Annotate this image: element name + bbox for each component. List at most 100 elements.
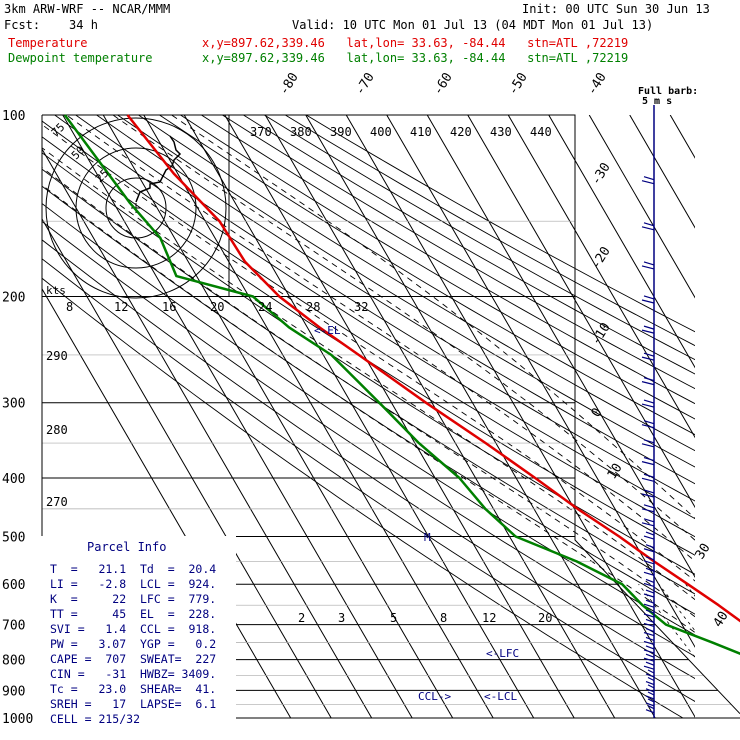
barb-legend-units: 5 m s	[642, 96, 672, 107]
wind-barb	[643, 653, 655, 662]
isotherm-label: 30	[693, 541, 714, 562]
lcl-marker: <-LCL	[484, 690, 517, 703]
wind-barb	[643, 567, 655, 576]
wind-barb	[643, 531, 655, 540]
isotherm-line	[629, 115, 695, 229]
pressure-label: 800	[2, 654, 25, 669]
hodograph-units-label: kts	[46, 284, 66, 297]
isotherm-line	[588, 115, 695, 299]
pressure-label: 600	[2, 578, 25, 593]
isotherm-line	[224, 115, 575, 718]
sounding-series	[63, 114, 740, 655]
isotherm-line	[669, 115, 695, 159]
wind-barb	[645, 676, 655, 686]
moist-adiabat-label: 28	[306, 300, 320, 314]
wind-barb	[641, 399, 655, 408]
moist-adiabat-label: 32	[354, 300, 368, 314]
isotherm-label: -40	[585, 70, 610, 98]
isotherm-line	[42, 148, 373, 718]
parcel-info-panel: Parcel Info T = 21.1 Td = 20.4 LI = -2.8…	[40, 536, 236, 732]
wind-barb	[643, 636, 655, 645]
forecast-hour: Fcst: 34 h	[4, 18, 98, 32]
wind-barbs	[641, 105, 655, 718]
mixing-ratio-label: 3	[338, 611, 345, 625]
theta-label: 400	[370, 125, 392, 139]
wind-barb	[643, 628, 655, 637]
isotherm-label: 40	[711, 609, 732, 630]
mixing-ratio-label: 12	[482, 611, 496, 625]
hodograph-ring	[45, 117, 227, 299]
isotherm-label: -10	[589, 320, 614, 348]
isotherm-line	[264, 115, 616, 718]
pressure-label: 400	[2, 472, 25, 487]
wind-barb	[641, 325, 655, 334]
wind-barb	[643, 599, 655, 608]
mixing-ratio-line	[658, 583, 695, 632]
hodograph-ring-label: 75	[49, 121, 68, 140]
isotherm-line	[102, 115, 454, 718]
wind-barb	[641, 489, 655, 498]
parcel-info-row: SVI = 1.4 CCL = 918.	[50, 622, 217, 636]
parcel-info-row: CELL = 215/32	[50, 712, 141, 726]
wind-barb	[643, 556, 655, 565]
parcel-info-row: CAPE = 707 SWEAT= 227	[50, 652, 217, 666]
melting-marker: M	[424, 531, 431, 544]
dry-adiabat	[201, 115, 695, 405]
mixing-ratio-line	[638, 583, 695, 659]
isotherm-line	[183, 115, 535, 718]
pressure-label: 700	[2, 619, 25, 634]
dry-adiabat	[159, 115, 695, 436]
theta-label: 380	[290, 125, 312, 139]
mixing-ratio-label: 5	[390, 611, 397, 625]
isotherm-label: -80	[277, 70, 302, 98]
wind-barb	[641, 352, 655, 361]
wind-barb	[645, 691, 655, 700]
lfc-marker: <-LFC	[486, 647, 519, 660]
wind-barb	[641, 420, 655, 429]
isotherm-line	[467, 115, 695, 509]
theta-label: 280	[46, 423, 68, 437]
isotherm-line	[345, 115, 695, 718]
pressure-label: 300	[2, 397, 25, 412]
moist-adiabat-label: 20	[210, 300, 224, 314]
hodograph	[45, 115, 230, 299]
dewpoint-location: x,y=897.62,339.46 lat,lon= 33.63, -84.44…	[202, 51, 629, 65]
pressure-label: 1000	[2, 712, 33, 727]
isotherm-line	[42, 217, 332, 718]
wind-barb	[641, 377, 655, 386]
wind-barb	[645, 669, 655, 678]
isotherm-line	[548, 115, 695, 369]
moist-adiabat-label: 24	[258, 300, 272, 314]
dry-adiabat	[180, 115, 695, 420]
wind-barb	[641, 222, 655, 231]
valid-time: Valid: 10 UTC Mon 01 Jul 13 (04 MDT Mon …	[292, 18, 654, 32]
wind-barb	[643, 609, 655, 618]
wind-barb	[643, 578, 655, 587]
parcel-info-row: CIN = -31 HWBZ= 3409.	[50, 667, 217, 681]
wind-barb	[643, 544, 655, 553]
moist-adiabat	[42, 124, 695, 582]
moist-adiabat-label: 16	[162, 300, 176, 314]
isotherm-line	[426, 115, 695, 579]
model-title: 3km ARW-WRF -- NCAR/MMM	[4, 2, 171, 16]
parcel-info-row: LI = -2.8 LCL = 924.	[50, 577, 217, 591]
isotherm-label: -70	[353, 70, 378, 98]
pressure-label: 900	[2, 684, 25, 699]
wind-barb	[641, 504, 655, 513]
barb-legend-title: Full barb:	[638, 86, 698, 97]
dry-adiabat	[222, 115, 695, 390]
isotherm-label: -50	[506, 70, 531, 98]
el-marker: <-EL	[314, 324, 341, 337]
isotherm-line	[143, 115, 494, 718]
wind-barb	[641, 295, 655, 304]
pressure-label: 100	[2, 109, 25, 124]
parcel-info-row: PW = 3.07 YGP = 0.2	[50, 637, 217, 651]
theta-label: 290	[46, 349, 68, 363]
parcel-info-row: TT = 45 EL = 228.	[50, 607, 217, 621]
theta-label: 390	[330, 125, 352, 139]
isotherm-label: -20	[589, 244, 614, 272]
pressure-label: 500	[2, 530, 25, 545]
wind-barb	[643, 618, 655, 628]
mixing-ratio-lines	[638, 583, 695, 659]
